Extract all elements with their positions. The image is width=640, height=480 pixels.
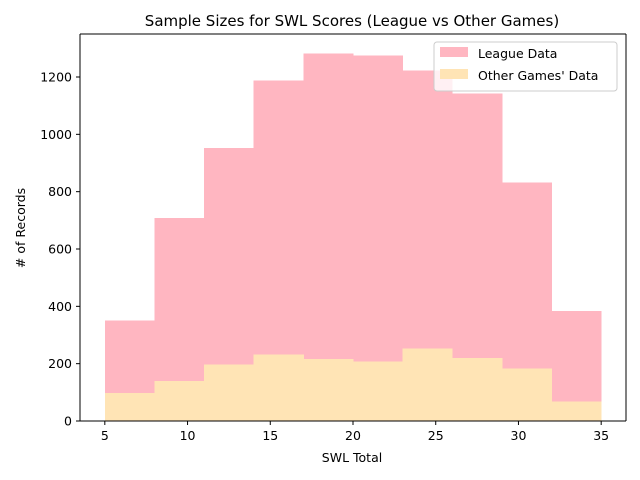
bar-series-1-bin-8	[501, 368, 552, 421]
legend-swatch-league	[440, 47, 468, 57]
x-tick-label: 30	[511, 428, 527, 443]
y-tick-label: 1000	[40, 127, 72, 142]
y-tick-label: 600	[48, 242, 72, 257]
bar-series-1-bin-4	[303, 359, 354, 421]
bar-series-1-bin-2	[204, 364, 255, 421]
bar-series-1-bin-1	[154, 380, 205, 421]
bar-series-1-bin-7	[452, 358, 503, 421]
x-tick-label: 15	[262, 428, 278, 443]
y-tick-label: 0	[64, 414, 72, 429]
bars-layer	[104, 53, 602, 422]
legend: League Data Other Games' Data	[433, 41, 618, 92]
x-tick-label: 5	[101, 428, 109, 443]
x-axis-label: SWL Total	[322, 450, 382, 465]
y-tick-labels: 0 200 400 600 800 1000 1200	[40, 70, 72, 429]
y-tick-label: 200	[48, 356, 72, 371]
bar-series-1-bin-6	[402, 348, 453, 421]
bar-series-1-bin-0	[104, 392, 155, 421]
bar-series-1-bin-5	[353, 361, 404, 421]
y-tick-label: 800	[48, 184, 72, 199]
bar-series-1-bin-3	[253, 354, 304, 421]
x-tick-label: 20	[345, 428, 361, 443]
x-tick-label: 10	[180, 428, 196, 443]
x-tick-label: 35	[593, 428, 609, 443]
chart-title: Sample Sizes for SWL Scores (League vs O…	[145, 12, 559, 30]
y-tick-label: 1200	[40, 70, 72, 85]
legend-frame	[433, 41, 618, 92]
y-axis-label: # of Records	[13, 188, 28, 268]
axes-layer	[76, 33, 627, 425]
bar-series-1-bin-9	[551, 401, 602, 421]
legend-label-other: Other Games' Data	[478, 68, 598, 83]
bar-series-0-bin-5	[353, 55, 404, 421]
y-tick-label: 400	[48, 299, 72, 314]
x-tick-label: 25	[428, 428, 444, 443]
legend-label-league: League Data	[478, 46, 557, 61]
x-tick-labels: 5 10 15 20 25 30 35	[101, 428, 609, 443]
legend-swatch-other	[440, 69, 468, 79]
